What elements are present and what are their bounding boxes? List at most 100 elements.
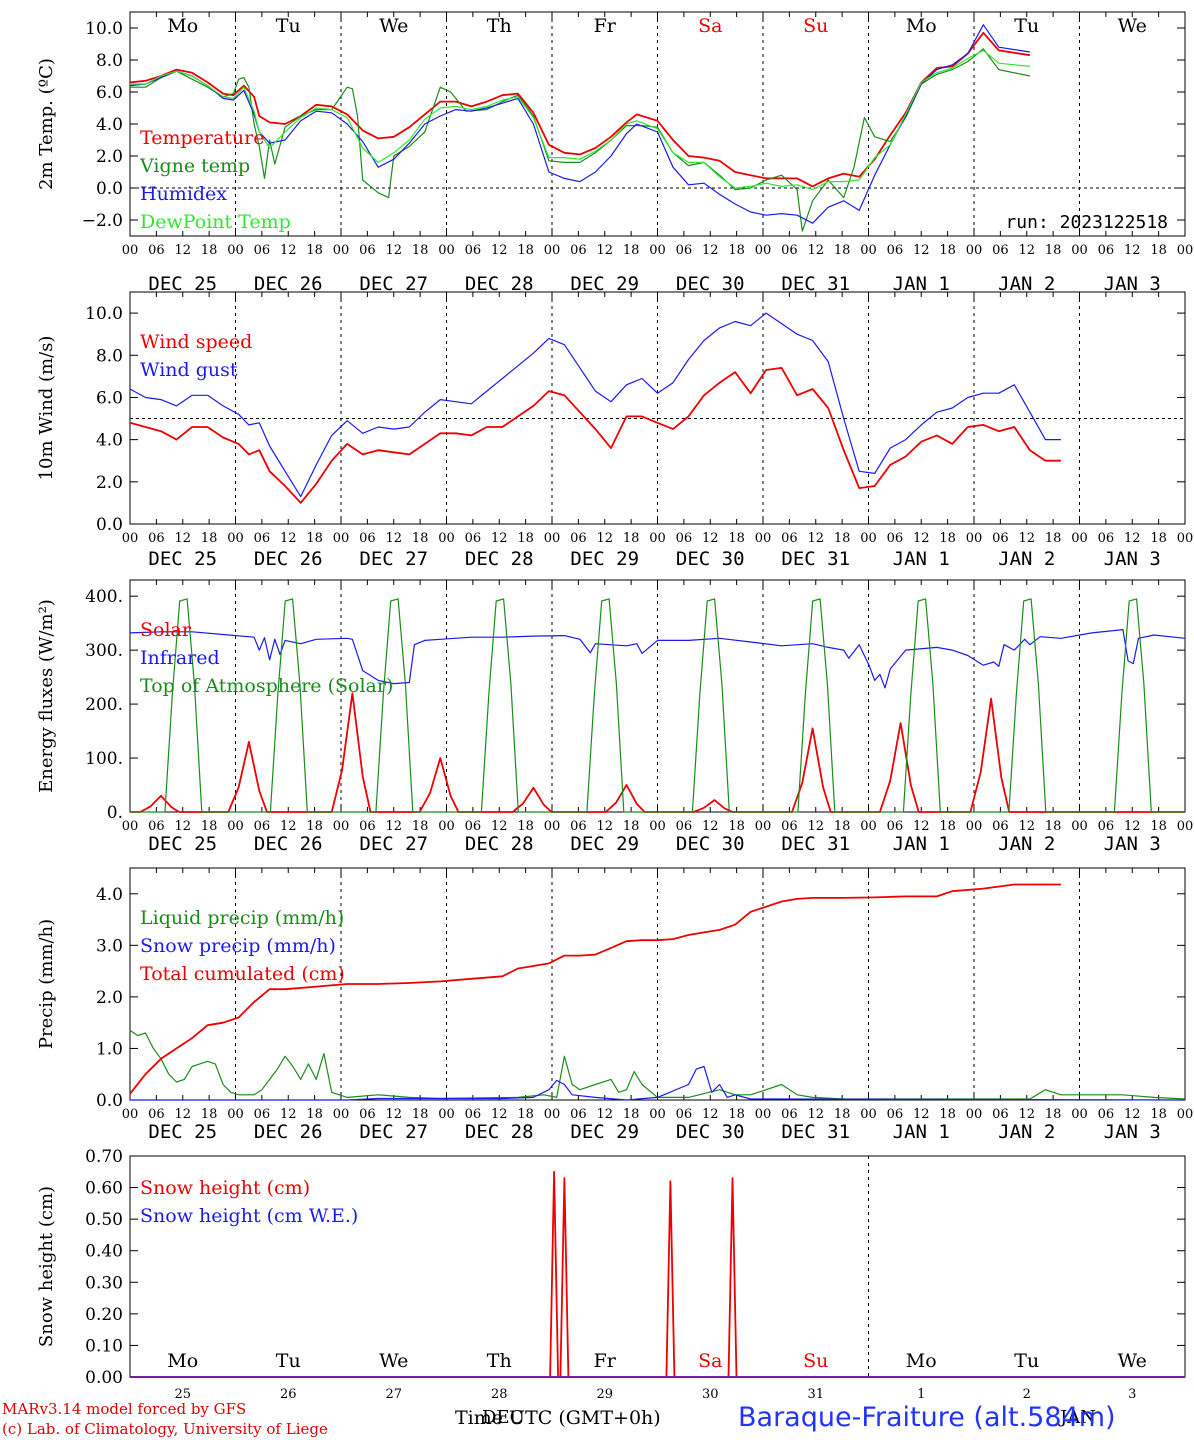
- day-number-label: 30: [702, 1387, 719, 1402]
- series-line-green: [130, 48, 1031, 232]
- weekday-label: Su: [803, 15, 828, 37]
- weekday-label: Sa: [698, 1350, 722, 1372]
- day-label: JAN 1: [893, 1121, 950, 1143]
- day-label: DEC 25: [148, 273, 217, 295]
- y-tick-label: 0.50: [85, 1210, 123, 1230]
- y-tick-label: 0.40: [85, 1242, 123, 1262]
- day-label: DEC 26: [254, 1121, 323, 1143]
- y-axis-label: 2m Temp. (ºC): [36, 58, 57, 190]
- hour-tick-label: 00: [122, 531, 139, 546]
- y-tick-label: 2.0: [96, 988, 123, 1008]
- hour-tick-label: 12: [174, 243, 191, 258]
- hour-tick-label: 00: [122, 1107, 139, 1122]
- y-tick-label: −2.0: [82, 211, 123, 231]
- hour-tick-label: 12: [1018, 243, 1035, 258]
- hour-tick-label: 00: [860, 531, 877, 546]
- hour-tick-label: 00: [755, 531, 772, 546]
- hour-tick-label: 06: [570, 1107, 587, 1122]
- y-tick-label: 2.0: [96, 473, 123, 493]
- hour-tick-label: 18: [728, 243, 745, 258]
- hour-tick-label: 12: [491, 1107, 508, 1122]
- hour-tick-label: 18: [306, 243, 323, 258]
- hour-tick-label: 00: [755, 243, 772, 258]
- day-label: DEC 26: [254, 548, 323, 570]
- y-tick-label: 0.: [107, 803, 123, 823]
- hour-tick-label: 06: [992, 1107, 1009, 1122]
- day-label: JAN 1: [893, 273, 950, 295]
- hour-tick-label: 18: [412, 531, 429, 546]
- day-label: DEC 27: [359, 273, 428, 295]
- y-tick-label: 0.0: [96, 179, 123, 199]
- y-tick-label: 10.0: [85, 304, 123, 324]
- hour-tick-label: 18: [412, 243, 429, 258]
- hour-tick-label: 18: [201, 1107, 218, 1122]
- hour-tick-label: 18: [306, 531, 323, 546]
- y-axis-label: Precip (mm/h): [36, 919, 57, 1049]
- y-tick-label: 8.0: [96, 346, 123, 366]
- hour-tick-label: 18: [623, 1107, 640, 1122]
- hour-tick-label: 06: [359, 531, 376, 546]
- hour-tick-label: 18: [1045, 531, 1062, 546]
- hour-tick-label: 12: [1124, 243, 1141, 258]
- hour-tick-label: 18: [728, 819, 745, 834]
- hour-tick-label: 00: [649, 1107, 666, 1122]
- hour-tick-label: 06: [676, 243, 693, 258]
- hour-tick-label: 06: [781, 819, 798, 834]
- y-tick-label: 100.: [85, 749, 123, 769]
- hour-tick-label: 00: [333, 819, 350, 834]
- series-line-red: [130, 1170, 1185, 1378]
- day-label: DEC 27: [359, 548, 428, 570]
- hour-tick-label: 12: [491, 531, 508, 546]
- series-line-blue: [129, 312, 1061, 498]
- hour-tick-label: 12: [385, 531, 402, 546]
- hour-tick-label: 18: [201, 819, 218, 834]
- hour-tick-label: 00: [544, 531, 561, 546]
- hour-tick-label: 06: [992, 531, 1009, 546]
- panel-3: [129, 579, 1186, 813]
- day-label: DEC 30: [676, 833, 745, 855]
- day-label: JAN 3: [1104, 273, 1161, 295]
- hour-tick-label: 12: [913, 1107, 930, 1122]
- hour-tick-label: 12: [807, 531, 824, 546]
- hour-tick-label: 12: [280, 1107, 297, 1122]
- hour-tick-label: 18: [517, 243, 534, 258]
- hour-tick-label: 00: [966, 243, 983, 258]
- hour-tick-label: 06: [781, 531, 798, 546]
- hour-tick-label: 06: [676, 819, 693, 834]
- hour-tick-label: 18: [939, 819, 956, 834]
- hour-tick-label: 12: [807, 243, 824, 258]
- legend-entry: Snow height (cm): [140, 1177, 310, 1199]
- day-label: DEC 25: [148, 833, 217, 855]
- day-label: DEC 30: [676, 1121, 745, 1143]
- hour-tick-label: 18: [1150, 1107, 1167, 1122]
- hour-tick-label: 06: [781, 243, 798, 258]
- weekday-label: Th: [487, 1350, 512, 1372]
- hour-tick-label: 00: [1071, 531, 1088, 546]
- hour-tick-label: 06: [676, 1107, 693, 1122]
- legend-entry: Solar: [140, 619, 192, 641]
- hour-tick-label: 00: [1177, 819, 1194, 834]
- hour-tick-label: 18: [517, 531, 534, 546]
- weekday-label: Tu: [1014, 15, 1039, 37]
- y-axis-label: Energy fluxes (W/m²): [36, 599, 57, 793]
- hour-tick-label: 18: [1150, 531, 1167, 546]
- series-line-red: [129, 367, 1061, 504]
- month-jan-label: JAN: [1060, 1407, 1096, 1428]
- hour-tick-label: 18: [1045, 1107, 1062, 1122]
- hour-tick-label: 00: [227, 243, 244, 258]
- hour-tick-label: 12: [385, 819, 402, 834]
- hour-tick-label: 06: [887, 243, 904, 258]
- weekday-label: Mo: [906, 1350, 937, 1372]
- hour-tick-label: 12: [491, 243, 508, 258]
- hour-tick-label: 00: [438, 1107, 455, 1122]
- series-line-blue: [129, 24, 1030, 224]
- hour-tick-label: 06: [465, 819, 482, 834]
- hour-tick-label: 00: [438, 819, 455, 834]
- hour-tick-label: 18: [728, 531, 745, 546]
- hour-tick-label: 06: [992, 243, 1009, 258]
- hour-tick-label: 18: [1045, 243, 1062, 258]
- day-label: DEC 31: [781, 1121, 850, 1143]
- hour-tick-label: 18: [834, 1107, 851, 1122]
- station-name: Baraque-Fraiture (alt.584m): [738, 1402, 1116, 1433]
- hour-tick-label: 06: [254, 819, 271, 834]
